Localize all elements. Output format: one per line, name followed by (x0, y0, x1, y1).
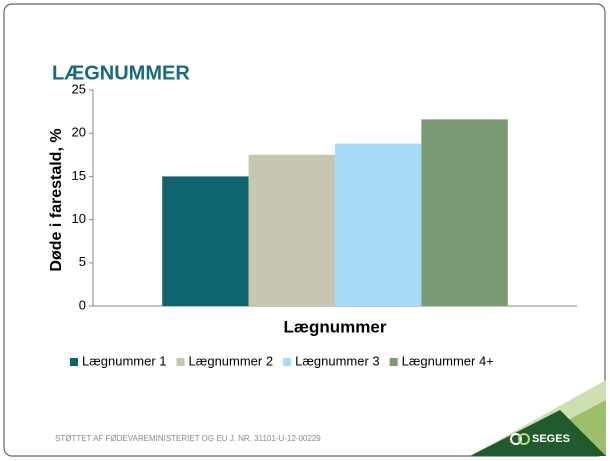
y-tick-label: 15 (72, 168, 86, 183)
legend-label: Lægnummer 1 (82, 353, 167, 368)
y-tick-label: 5 (79, 254, 86, 269)
bar (421, 119, 508, 306)
legend-swatch (283, 358, 292, 366)
legend-label: Lægnummer 3 (295, 353, 380, 368)
logo-circle (510, 433, 522, 445)
y-axis-label: Døde i farestald, % (48, 128, 65, 271)
logo-text: SEGES (532, 433, 570, 445)
logo-circle (518, 433, 530, 445)
logo-band (470, 410, 606, 456)
legend-swatch (176, 358, 185, 366)
logo-decoration (470, 380, 606, 456)
y-tick-label: 10 (72, 211, 86, 226)
x-axis-label: Lægnummer (284, 317, 387, 336)
bar (248, 154, 335, 306)
legend-label: Lægnummer 4+ (402, 353, 494, 368)
legend-swatch (70, 358, 78, 366)
footer: STØTTET AF FØDEVAREMINISTERIET OG EU J. … (55, 434, 321, 443)
y-tick-label: 0 (79, 297, 86, 312)
legend-label: Lægnummer 2 (189, 353, 274, 368)
y-tick-label: 20 (72, 125, 86, 140)
slide-title: LÆGNUMMER (52, 62, 190, 84)
bar (162, 176, 249, 306)
y-tick-label: 25 (72, 81, 86, 96)
bar (335, 143, 422, 306)
legend-swatch (389, 358, 398, 366)
